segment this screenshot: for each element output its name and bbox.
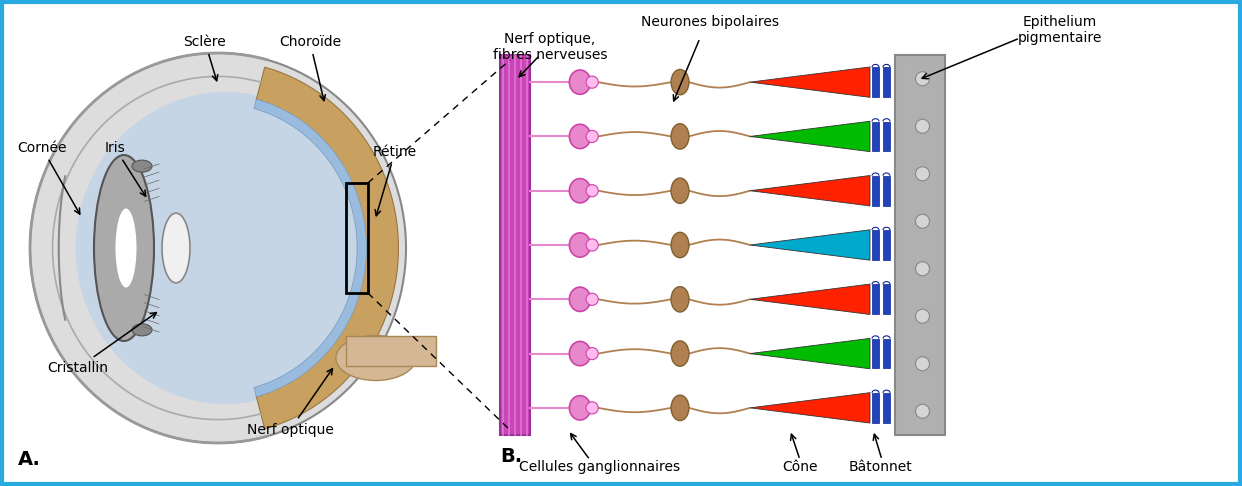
Ellipse shape bbox=[671, 232, 689, 258]
Ellipse shape bbox=[569, 70, 591, 94]
Circle shape bbox=[586, 239, 599, 251]
Ellipse shape bbox=[569, 178, 591, 203]
Circle shape bbox=[915, 214, 929, 228]
Ellipse shape bbox=[671, 124, 689, 149]
Circle shape bbox=[586, 293, 599, 305]
Bar bbox=[883, 176, 891, 206]
Text: Cône: Cône bbox=[782, 460, 817, 474]
Ellipse shape bbox=[671, 287, 689, 312]
Polygon shape bbox=[750, 67, 869, 97]
Text: Nerf optique,
fibres nerveuses: Nerf optique, fibres nerveuses bbox=[493, 32, 607, 62]
Bar bbox=[883, 393, 891, 423]
Ellipse shape bbox=[94, 155, 154, 341]
Text: Iris: Iris bbox=[104, 141, 145, 196]
Polygon shape bbox=[750, 338, 869, 369]
Text: Cornée: Cornée bbox=[17, 141, 79, 214]
Bar bbox=[872, 393, 879, 423]
Ellipse shape bbox=[30, 53, 406, 443]
Polygon shape bbox=[750, 230, 869, 260]
Bar bbox=[345, 183, 368, 293]
Circle shape bbox=[915, 404, 929, 418]
Bar bbox=[345, 336, 436, 366]
Bar bbox=[872, 67, 879, 97]
Text: Epithelium
pigmentaire: Epithelium pigmentaire bbox=[1017, 15, 1102, 45]
Ellipse shape bbox=[132, 324, 152, 336]
Circle shape bbox=[586, 185, 599, 197]
Ellipse shape bbox=[569, 287, 591, 312]
Bar bbox=[501, 55, 530, 435]
Bar bbox=[872, 230, 879, 260]
Ellipse shape bbox=[569, 341, 591, 366]
Bar bbox=[872, 122, 879, 151]
Bar bbox=[895, 55, 945, 435]
Text: Neurones bipolaires: Neurones bipolaires bbox=[641, 15, 779, 29]
Text: Nerf optique: Nerf optique bbox=[247, 369, 333, 437]
Text: Rétine: Rétine bbox=[373, 145, 417, 216]
Circle shape bbox=[915, 119, 929, 133]
Ellipse shape bbox=[76, 92, 376, 404]
Bar bbox=[883, 230, 891, 260]
Ellipse shape bbox=[161, 213, 190, 283]
Text: Cristallin: Cristallin bbox=[47, 312, 156, 375]
Text: Bâtonnet: Bâtonnet bbox=[848, 460, 912, 474]
Circle shape bbox=[586, 402, 599, 414]
Ellipse shape bbox=[569, 396, 591, 420]
Polygon shape bbox=[750, 175, 869, 206]
Polygon shape bbox=[750, 121, 869, 152]
Circle shape bbox=[915, 262, 929, 276]
Text: Sclère: Sclère bbox=[184, 35, 226, 81]
Polygon shape bbox=[256, 67, 399, 429]
Text: B.: B. bbox=[501, 447, 522, 466]
Circle shape bbox=[586, 347, 599, 360]
Circle shape bbox=[586, 130, 599, 142]
Circle shape bbox=[915, 167, 929, 181]
Text: Choroïde: Choroïde bbox=[279, 35, 342, 101]
Ellipse shape bbox=[671, 341, 689, 366]
Bar bbox=[883, 122, 891, 151]
Bar bbox=[883, 339, 891, 368]
Ellipse shape bbox=[569, 124, 591, 149]
Bar bbox=[872, 284, 879, 314]
Ellipse shape bbox=[132, 160, 152, 172]
Ellipse shape bbox=[569, 233, 591, 257]
Ellipse shape bbox=[335, 335, 416, 381]
Bar bbox=[872, 339, 879, 368]
Polygon shape bbox=[750, 393, 869, 423]
Circle shape bbox=[915, 357, 929, 371]
Text: A.: A. bbox=[17, 450, 41, 469]
Text: Cellules ganglionnaires: Cellules ganglionnaires bbox=[519, 460, 681, 474]
Bar bbox=[883, 284, 891, 314]
Ellipse shape bbox=[671, 395, 689, 420]
Bar bbox=[883, 67, 891, 97]
Circle shape bbox=[586, 76, 599, 88]
Polygon shape bbox=[255, 99, 366, 397]
Circle shape bbox=[915, 309, 929, 323]
Ellipse shape bbox=[671, 178, 689, 204]
Bar bbox=[872, 176, 879, 206]
Ellipse shape bbox=[116, 208, 137, 288]
Circle shape bbox=[915, 72, 929, 86]
Polygon shape bbox=[750, 284, 869, 314]
Ellipse shape bbox=[671, 69, 689, 95]
